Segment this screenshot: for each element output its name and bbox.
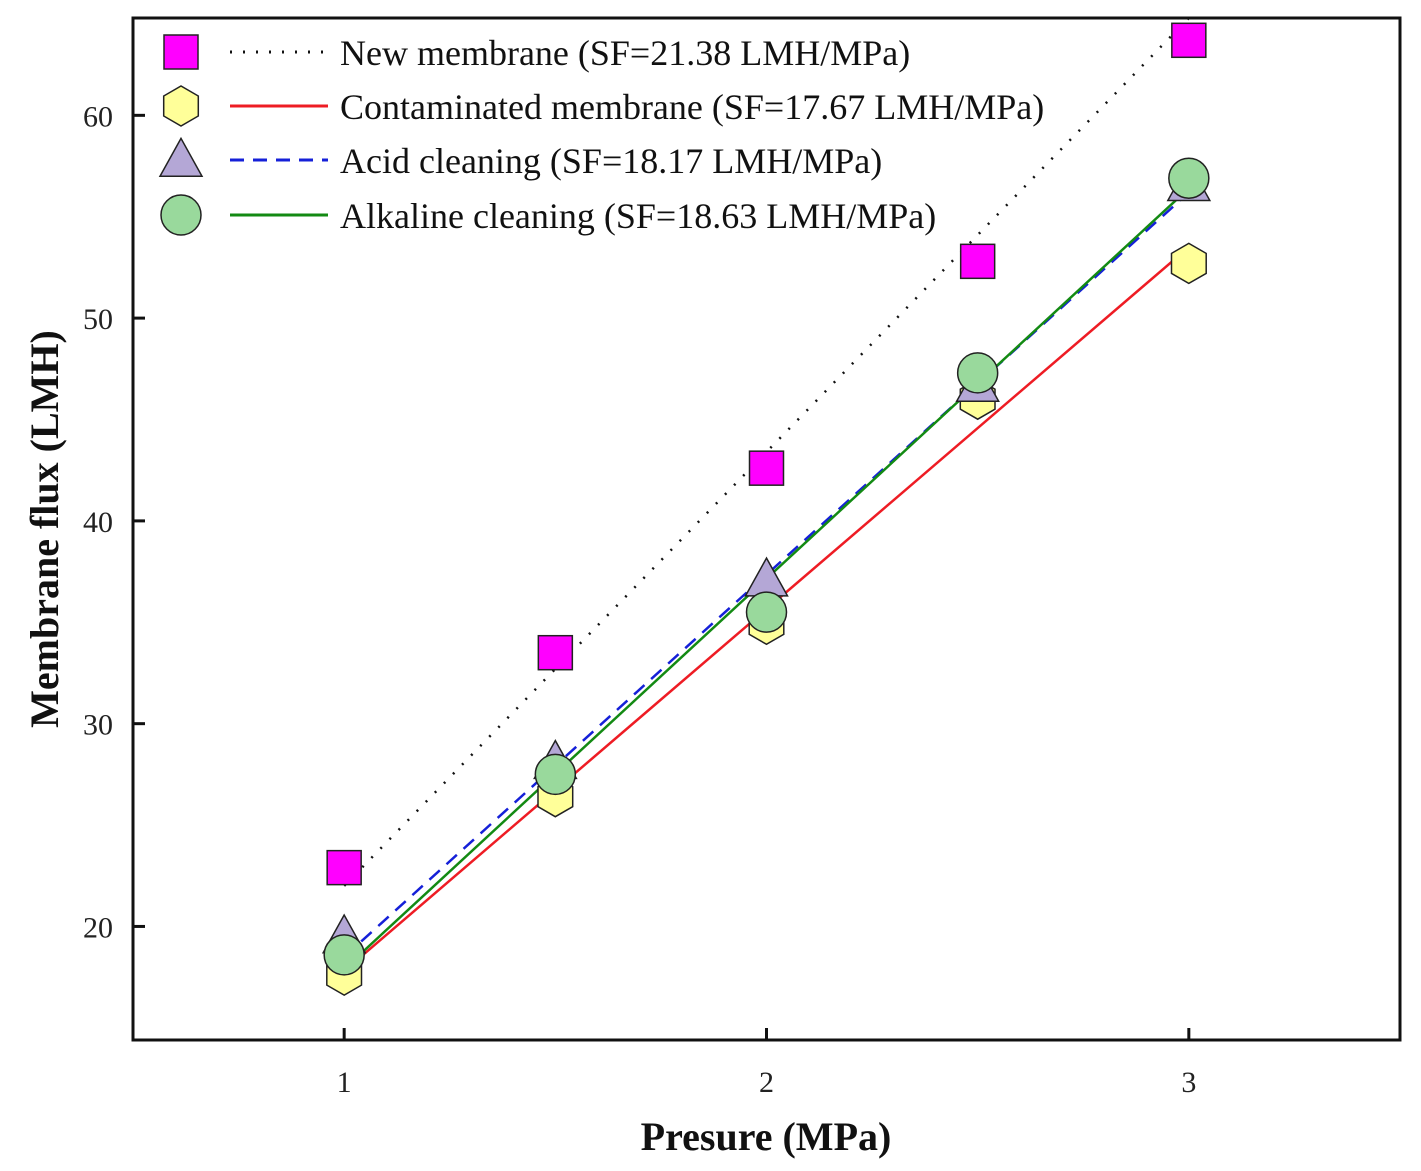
y-axis-title: Membrane flux (LMH) [22,330,67,728]
data-point-series-4 [323,934,365,976]
y-tick-label: 20 [83,911,113,944]
data-point-series-2 [1170,242,1207,285]
markers [321,22,1212,996]
data-point-series-1 [326,849,362,886]
x-tick-label: 2 [759,1066,774,1099]
y-tick-label: 30 [83,709,113,742]
legend-label-series-3: Acid cleaning (SF=18.17 LMH/MPa) [340,141,882,181]
data-point-series-4 [745,591,788,633]
data-point-series-1 [1171,22,1207,59]
data-point-series-1 [748,450,785,486]
legend-label-series-4: Alkaline cleaning (SF=18.63 LMH/MPa) [340,196,936,236]
data-point-series-4 [956,352,999,394]
legend-label-series-1: New membrane (SF=21.38 LMH/MPa) [340,33,910,73]
legend-label-series-2: Contaminated membrane (SF=17.67 LMH/MPa) [340,87,1044,127]
legend-marker-series-1 [163,34,199,70]
legend-marker-series-4 [160,194,202,236]
data-point-series-4 [534,753,577,796]
x-axis-title: Presure (MPa) [641,1114,892,1159]
x-tick-label: 3 [1181,1066,1196,1099]
legend-marker-series-2 [162,85,200,127]
y-tick-label: 50 [83,303,113,336]
x-tick-label: 1 [337,1066,352,1099]
legend: New membrane (SF=21.38 LMH/MPa) Contamina… [158,33,1044,236]
y-tick-label: 60 [83,100,113,133]
data-point-series-4 [1168,157,1210,199]
legend-marker-series-3 [158,136,204,177]
axis-ticks: 1 2 3 20 30 40 50 60 [83,100,1196,1099]
y-tick-label: 40 [83,506,113,539]
data-point-series-1 [959,243,996,280]
data-point-series-1 [537,634,574,671]
